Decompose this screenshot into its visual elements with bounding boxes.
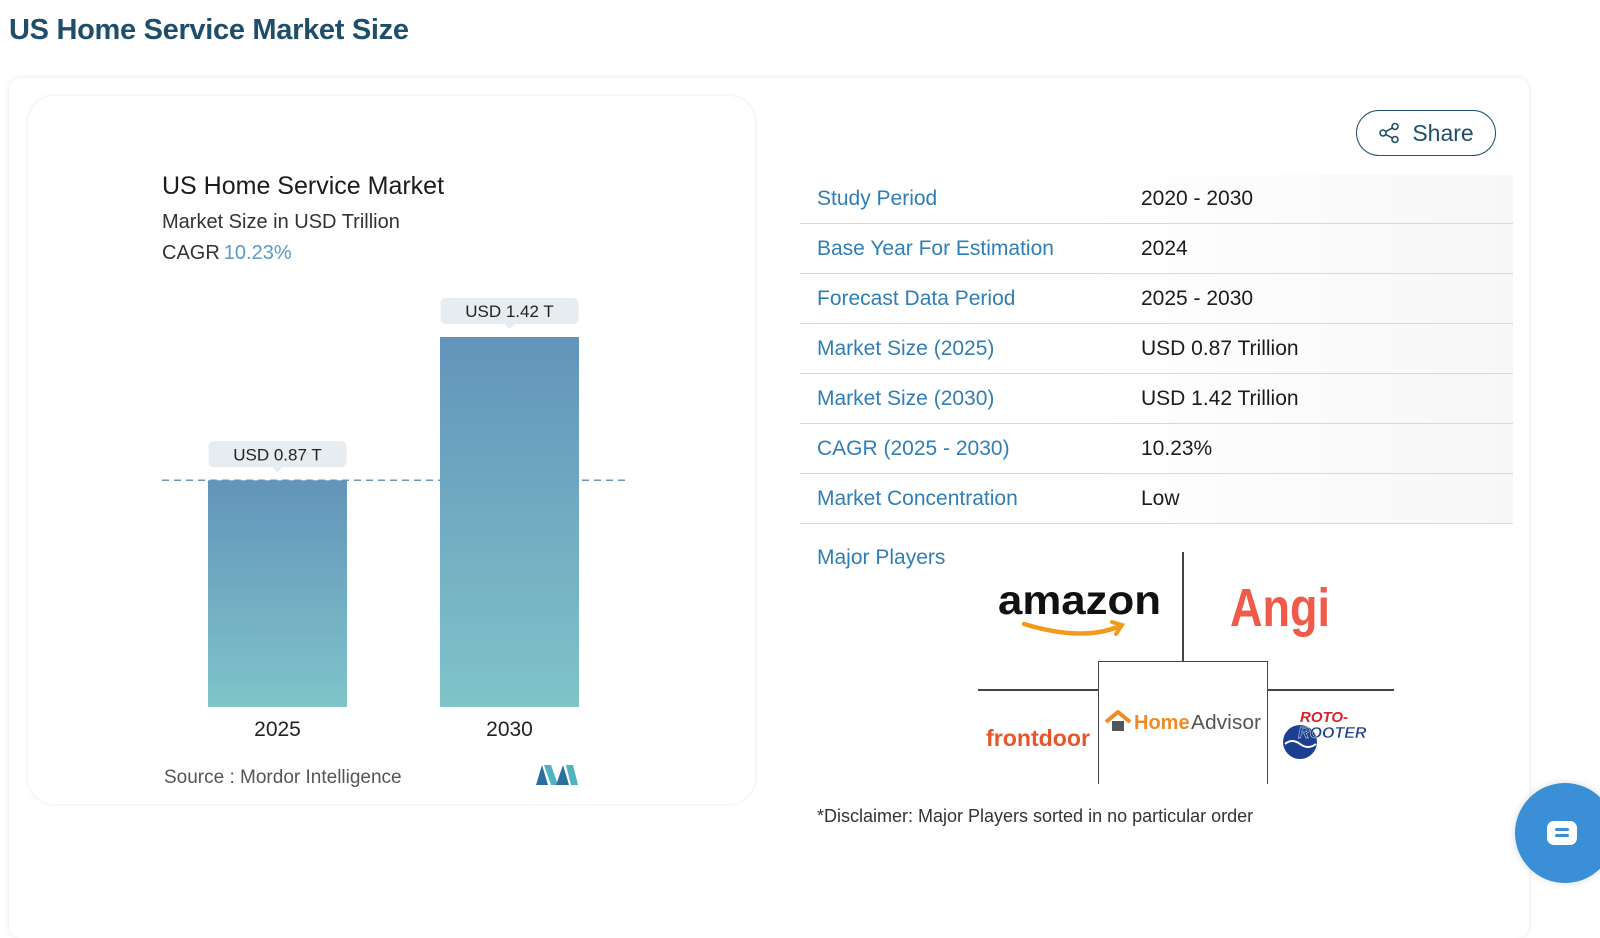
info-row-base-year: Base Year For Estimation 2024 [800, 224, 1513, 274]
info-value: 2024 [1141, 236, 1188, 260]
svg-text:amazon: amazon [998, 578, 1161, 623]
chart-title: US Home Service Market [162, 172, 445, 200]
info-row-cagr: CAGR (2025 - 2030) 10.23% [800, 424, 1513, 474]
market-info-table: Study Period 2020 - 2030 Base Year For E… [800, 175, 1513, 524]
info-label: Market Concentration [817, 486, 1018, 510]
data-label-bg [440, 298, 579, 324]
homeadvisor-logo: Home Advisor [1104, 706, 1266, 745]
x-tick-label: 2030 [486, 718, 533, 741]
info-row-market-size-2030: Market Size (2030) USD 1.42 Trillion [800, 374, 1513, 424]
major-players-grid: amazon Angi frontdoor Home Advisor ROTO-… [978, 552, 1394, 784]
share-icon [1378, 122, 1400, 144]
data-label-bg [208, 441, 347, 468]
grid-divider [1182, 552, 1184, 662]
data-label: USD 1.42 T [465, 302, 554, 321]
chat-widget-button[interactable] [1515, 783, 1600, 883]
chat-icon [1547, 821, 1577, 850]
angi-logo: Angi [1230, 576, 1340, 647]
info-label: CAGR (2025 - 2030) [817, 436, 1010, 460]
grid-divider [1268, 689, 1394, 691]
info-row-concentration: Market Concentration Low [800, 474, 1513, 524]
chart-subtitle: Market Size in USD Trillion [162, 211, 400, 233]
svg-text:frontdoor: frontdoor [986, 725, 1090, 751]
cagr-label: CAGR [162, 242, 220, 264]
roto-rooter-logo: ROTO- ROOTER [1280, 708, 1384, 765]
share-button[interactable]: Share [1356, 110, 1496, 156]
info-value: Low [1141, 486, 1180, 510]
data-label-pointer [272, 467, 283, 473]
bar-chart: USD 0.87 T 2025 USD 1.42 T 2030 [162, 298, 630, 741]
info-label: Forecast Data Period [817, 286, 1016, 310]
grid-center-box [1098, 661, 1268, 784]
info-label: Base Year For Estimation [817, 236, 1054, 260]
mordor-logo-icon [536, 763, 578, 792]
svg-text:ROTO-: ROTO- [1300, 709, 1348, 726]
chart-source: Source : Mordor Intelligence [164, 767, 402, 788]
info-row-forecast-period: Forecast Data Period 2025 - 2030 [800, 274, 1513, 324]
page-title: US Home Service Market Size [9, 14, 409, 46]
bar-2030 [440, 337, 579, 707]
info-value: 2025 - 2030 [1141, 286, 1254, 310]
info-value: USD 1.42 Trillion [1141, 386, 1299, 410]
info-label: Market Size (2030) [817, 386, 995, 410]
info-row-market-size-2025: Market Size (2025) USD 0.87 Trillion [800, 324, 1513, 374]
amazon-logo: amazon [998, 577, 1168, 645]
chart-cagr: CAGR 10.23% [162, 242, 292, 265]
grid-divider [978, 689, 1098, 691]
data-label: USD 0.87 T [233, 445, 322, 464]
info-label: Study Period [817, 187, 938, 210]
svg-text:Advisor: Advisor [1191, 712, 1261, 734]
info-label: Market Size (2025) [817, 336, 995, 360]
chart-card [27, 95, 756, 805]
share-label: Share [1412, 119, 1474, 146]
x-tick-label: 2025 [254, 718, 301, 741]
info-value: USD 0.87 Trillion [1141, 336, 1299, 360]
data-label-pointer [504, 324, 515, 329]
info-row-study-period: Study Period 2020 - 2030 [800, 175, 1513, 224]
major-players-label: Major Players [817, 546, 946, 569]
svg-text:Home: Home [1134, 712, 1190, 734]
cagr-value: 10.23% [223, 242, 292, 264]
svg-text:Angi: Angi [1230, 578, 1330, 638]
frontdoor-logo: frontdoor [986, 724, 1096, 759]
info-value: 10.23% [1141, 436, 1213, 460]
svg-text:ROOTER: ROOTER [1298, 725, 1367, 742]
players-disclaimer: *Disclaimer: Major Players sorted in no … [817, 806, 1254, 826]
bar-2025 [208, 480, 347, 707]
info-value: 2020 - 2030 [1141, 187, 1254, 210]
